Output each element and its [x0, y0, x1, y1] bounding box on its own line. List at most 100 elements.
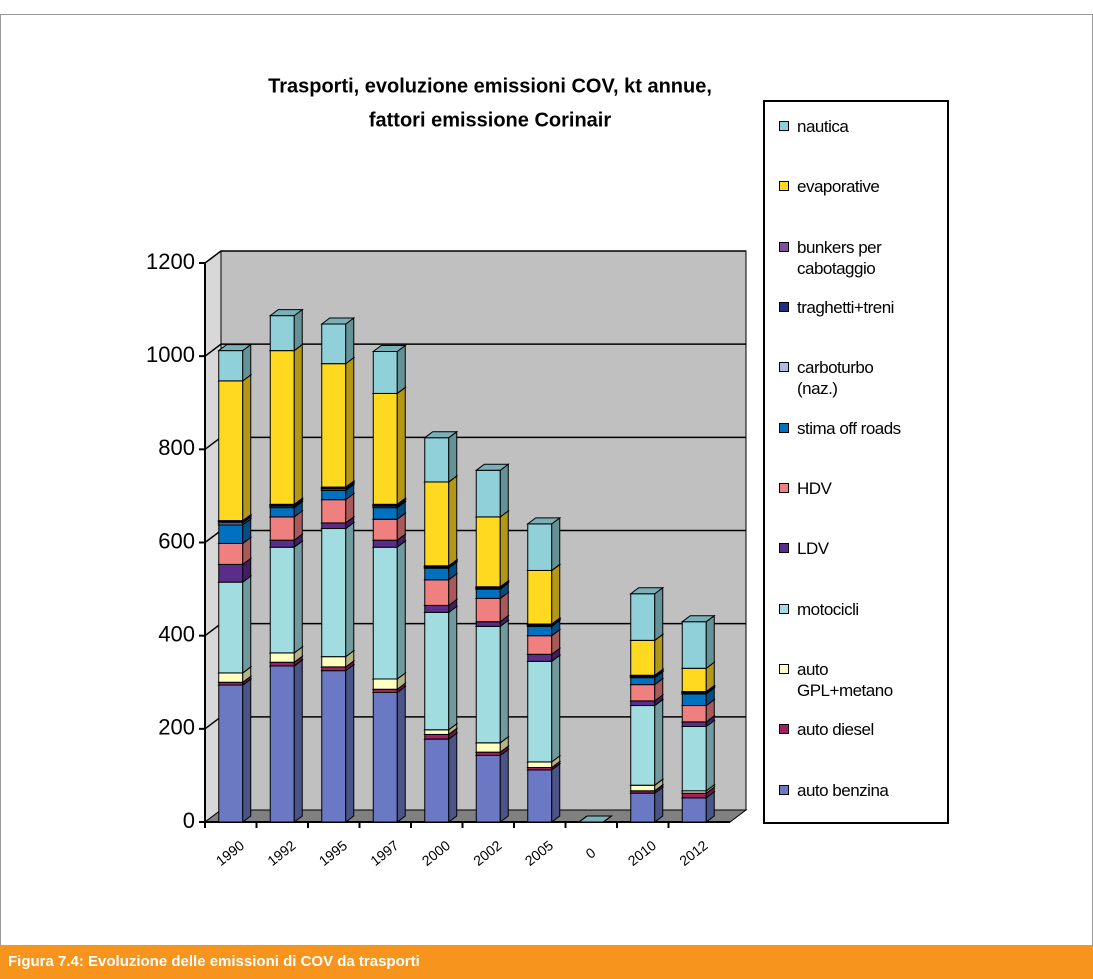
bar-front — [269, 665, 295, 823]
bar-segment — [423, 572, 459, 607]
legend-item: auto GPL+metano — [779, 659, 944, 701]
legend-swatch — [779, 543, 789, 554]
bar-side — [654, 633, 664, 677]
bar-segment — [526, 654, 562, 763]
bar-front — [321, 323, 347, 365]
bar-segment — [217, 575, 253, 674]
bar-front — [269, 652, 295, 663]
bar-front — [321, 499, 347, 524]
bar-front — [218, 672, 244, 683]
bar-front — [269, 661, 295, 667]
legend-label: traghetti+treni — [797, 298, 894, 317]
bar-segment — [474, 619, 510, 744]
bar-front — [372, 678, 398, 690]
legend-item: auto benzina — [779, 780, 944, 801]
bar-front — [681, 693, 707, 707]
bar-front — [681, 792, 707, 799]
bar-side — [499, 619, 509, 744]
bar-segment — [423, 732, 459, 823]
bar-front — [269, 539, 295, 548]
y-tick-label: 0 — [183, 808, 195, 833]
bar-front — [372, 546, 398, 680]
bar-front — [321, 656, 347, 668]
bar-front — [475, 516, 501, 588]
bar-segment — [680, 614, 716, 670]
legend-label: bunkers per cabotaggio — [797, 237, 882, 278]
legend-label: stima off roads — [797, 418, 901, 438]
bar-side — [396, 344, 406, 395]
legend: nautica evaporative bunkers per cabotaggio… — [763, 100, 949, 824]
bar-segment — [526, 516, 562, 572]
legend-item: nautica — [779, 116, 944, 137]
legend-swatch — [779, 181, 789, 192]
bar-segment — [526, 762, 562, 823]
bar-top — [268, 309, 304, 317]
bar-segment — [320, 663, 356, 823]
bar-side — [705, 614, 715, 670]
bar-front — [424, 567, 450, 581]
caption: Figura 7.4: Evoluzione delle emissioni d… — [0, 945, 1093, 979]
bar-side — [293, 540, 303, 654]
bar-segment — [680, 719, 716, 792]
grid-line — [204, 250, 746, 264]
bar-front — [269, 315, 295, 352]
bar-front — [527, 660, 553, 763]
bar-segment — [371, 344, 407, 395]
bar-front — [630, 792, 656, 823]
bar-side — [448, 474, 458, 567]
bar-segment — [320, 521, 356, 658]
bar-segment — [217, 343, 253, 382]
bar-side — [345, 663, 355, 823]
bar-front — [372, 539, 398, 548]
bar-side — [499, 509, 509, 588]
bar-front — [424, 579, 450, 606]
bar-side — [345, 317, 355, 365]
legend-label: auto GPL+metano — [797, 660, 893, 700]
bar-front — [475, 742, 501, 753]
legend-label: auto benzina — [797, 780, 889, 800]
legend-item: traghetti+treni — [779, 297, 944, 318]
bar-segment — [629, 586, 665, 642]
bar-front — [321, 666, 347, 672]
legend-swatch — [779, 422, 789, 433]
bar-front — [630, 639, 656, 676]
bar-side — [654, 698, 664, 787]
bar-front — [681, 797, 707, 823]
bar-front — [321, 363, 347, 488]
bar-front — [630, 684, 656, 702]
y-tick-label: 800 — [158, 435, 195, 460]
bar-front — [527, 653, 553, 662]
bar-front — [475, 588, 501, 599]
bar-front — [218, 350, 244, 382]
bar-side — [242, 575, 252, 674]
bar-front — [630, 700, 656, 707]
bar-front — [269, 350, 295, 505]
bar-side — [448, 605, 458, 731]
bar-front — [475, 469, 501, 518]
legend-item: motocicli — [779, 599, 944, 620]
legend-item: bunkers per cabotaggio — [779, 237, 944, 279]
bar-side — [551, 516, 561, 572]
bar-side — [551, 563, 561, 626]
bar-front — [630, 784, 656, 792]
bar-front — [527, 523, 553, 571]
legend-item: stima off roads — [779, 418, 944, 439]
bar-segment — [423, 430, 459, 483]
bar-side — [345, 356, 355, 489]
legend-item: evaporative — [779, 176, 944, 197]
bar-side — [396, 386, 406, 506]
bar-side — [242, 373, 252, 522]
bar-front — [424, 437, 450, 483]
bar-segment — [526, 563, 562, 626]
bar-front — [527, 569, 553, 625]
chart-title: Trasporti, evoluzione emissioni COV, kt … — [268, 75, 712, 97]
bar-front — [527, 635, 553, 655]
legend-label: nautica — [797, 117, 849, 136]
bar-side — [448, 732, 458, 823]
bar-front — [527, 769, 553, 823]
bar-front — [218, 563, 244, 583]
bar-front — [321, 670, 347, 823]
bar-segment — [268, 658, 304, 823]
bar-segment — [423, 474, 459, 567]
